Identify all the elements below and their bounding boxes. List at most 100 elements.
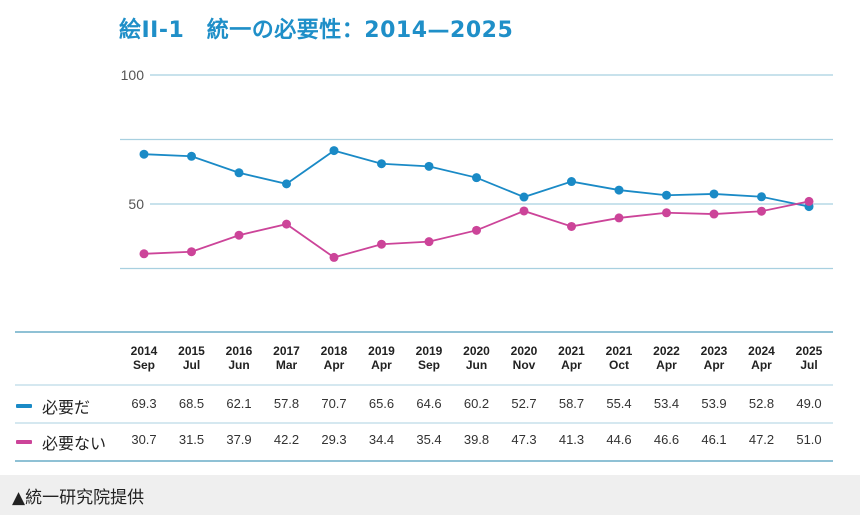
table-cell: 58.7 [558,396,585,411]
data-point [329,252,339,262]
table-cell: 35.4 [416,432,442,447]
table-cell: 57.8 [273,396,300,411]
table-cell: 34.4 [368,432,395,447]
column-header: 2020 Nov [500,344,548,378]
data-point [234,168,244,178]
column-year: 2025 [795,344,823,358]
column-month: Mar [275,358,298,372]
column-month: Sep [417,358,440,372]
source-credit: ▲統一研究院提供 [12,488,145,508]
data-point [804,196,814,206]
data-point [282,179,291,189]
data-point [424,161,434,171]
data-point [139,149,149,159]
table-cell: 49.0 [796,396,822,411]
column-header: 2014 Sep [120,344,168,378]
column-header: 2019 Sep [405,344,453,378]
column-year: 2023 [700,344,728,358]
data-point [709,209,719,219]
data-point [139,249,149,259]
column-year: 2014 [130,344,158,358]
column-month: Apr [561,358,582,372]
table-cell: 31.5 [178,432,205,447]
data-point [519,206,529,216]
data-point [614,213,624,223]
column-month: Apr [371,358,392,372]
source-footer: ▲統一研究院提供 [0,475,860,515]
column-month: Apr [323,358,345,372]
column-header: 2021 Apr [548,344,596,378]
series-name: 必要ない [42,434,107,453]
column-header: 2021 Oct [595,344,643,378]
column-month: Apr [703,358,725,372]
data-point [472,225,481,235]
data-point [377,159,386,169]
column-year: 2021 [558,344,585,358]
table-cell: 44.6 [606,432,632,447]
table-cell: 46.1 [701,432,727,447]
data-point [329,146,339,156]
data-point [282,219,291,229]
data-point [472,173,481,183]
data-point [614,185,624,195]
column-year: 2019 [415,344,443,358]
line-chart: 100 50 [15,67,833,462]
data-point [567,221,576,231]
column-header: 2019 Apr [358,344,406,378]
column-year: 2016 [225,344,253,358]
legend-row-label: 必要だ [16,394,90,418]
column-header: 2020 Jun [453,344,501,378]
table-cell: 55.4 [606,396,632,411]
column-month: Jun [228,358,250,372]
table-cell: 68.5 [178,396,205,411]
table-cell: 52.7 [511,396,537,411]
column-header: 2023 Apr [690,344,738,378]
column-year: 2022 [653,344,680,358]
data-point [187,247,196,257]
table-cell: 70.7 [321,396,347,411]
data-point [709,189,719,199]
column-year: 2020 [510,344,538,358]
figure-title: 絵II-1 統一の必要性：2014—2025 [119,18,514,43]
y-tick-label: 100 [121,67,145,83]
data-point [187,151,196,161]
table-cell: 30.7 [131,432,157,447]
table-cell: 52.8 [748,396,775,411]
column-month: Apr [751,358,772,372]
column-month: Oct [608,358,629,372]
column-year: 2017 [273,344,300,358]
column-month: Sep [132,358,155,372]
table-cell: 51.0 [796,432,822,447]
table-cell: 39.8 [463,432,490,447]
column-header: 2016 Jun [215,344,263,378]
series-points [139,146,814,262]
table-cell: 53.4 [653,396,680,411]
table-cell: 37.9 [226,432,252,447]
table-cell: 41.3 [558,432,585,447]
data-point [234,230,244,240]
column-month: Jul [182,358,201,372]
table-cell: 69.3 [131,396,157,411]
column-month: Apr [656,358,677,372]
table-cell: 60.2 [463,396,490,411]
column-header: 2025 Jul [785,344,833,378]
table-rules [15,331,833,462]
data-point [757,192,766,202]
column-header: 2017 Mar [263,344,311,378]
table-cell: 64.6 [416,396,442,411]
column-header: 2015 Jul [168,344,216,378]
table-cell: 47.2 [748,432,775,447]
y-axis-ticks: 100 50 [121,67,145,212]
column-header: 2018 Apr [310,344,358,378]
table-cell: 62.1 [226,396,252,411]
legend-swatch [16,440,32,444]
data-point [377,239,386,249]
table-cell: 46.6 [653,432,680,447]
column-month: Jul [800,358,818,372]
table-cell: 53.9 [701,396,727,411]
column-year: 2024 [748,344,775,358]
column-month: Nov [512,358,536,372]
table-cell: 42.2 [273,432,300,447]
column-year: 2020 [463,344,490,358]
data-point [662,208,671,218]
